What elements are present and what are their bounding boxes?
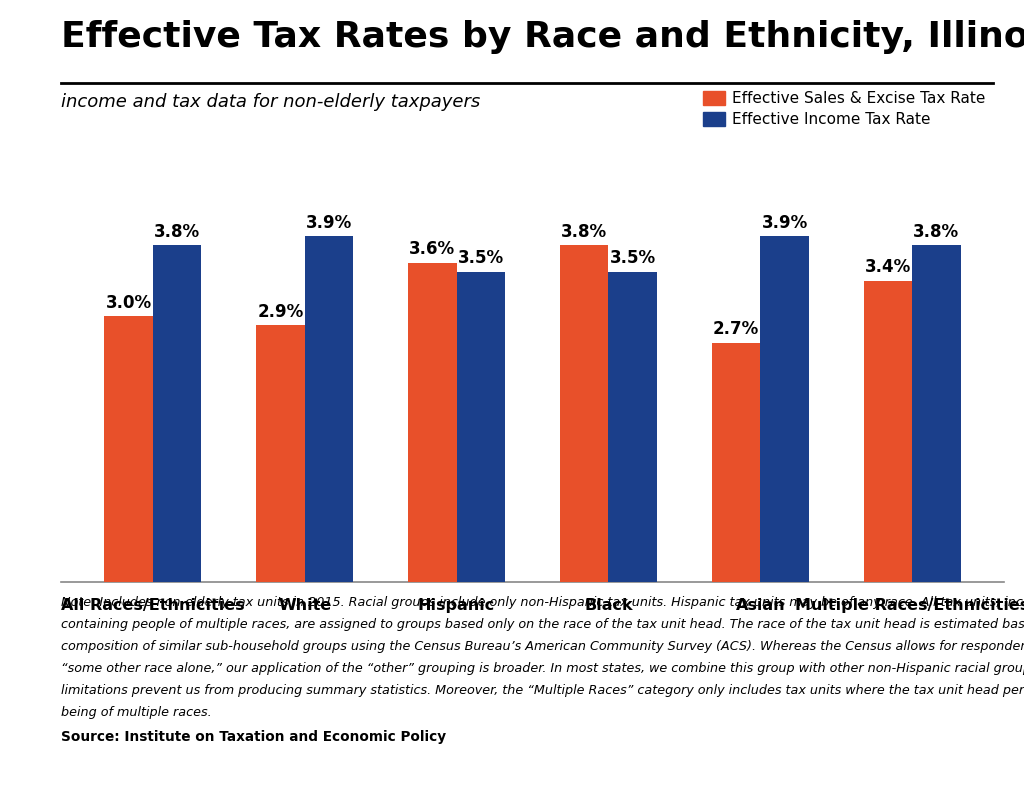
Text: composition of similar sub-household groups using the Census Bureau’s American C: composition of similar sub-household gro… xyxy=(61,640,1024,653)
Bar xyxy=(912,246,961,582)
Text: “some other race alone,” our application of the “other” grouping is broader. In : “some other race alone,” our application… xyxy=(61,662,1024,675)
Bar xyxy=(256,325,305,582)
Bar xyxy=(153,246,202,582)
Text: 3.9%: 3.9% xyxy=(762,214,808,232)
Text: Source: Institute on Taxation and Economic Policy: Source: Institute on Taxation and Econom… xyxy=(61,730,446,744)
Bar xyxy=(104,316,153,582)
Text: 3.8%: 3.8% xyxy=(913,223,959,241)
Bar xyxy=(712,343,760,582)
Text: 3.5%: 3.5% xyxy=(609,249,655,268)
Text: income and tax data for non-elderly taxpayers: income and tax data for non-elderly taxp… xyxy=(61,93,480,112)
Text: Note: Includes non-elderly tax units in 2015. Racial groups include only non-His: Note: Includes non-elderly tax units in … xyxy=(61,596,1024,608)
Bar xyxy=(560,246,608,582)
Text: containing people of multiple races, are assigned to groups based only on the ra: containing people of multiple races, are… xyxy=(61,618,1024,630)
Bar xyxy=(457,272,505,582)
Text: 3.4%: 3.4% xyxy=(864,258,911,276)
Text: 3.0%: 3.0% xyxy=(105,294,152,312)
Text: 3.8%: 3.8% xyxy=(561,223,607,241)
Text: Effective Tax Rates by Race and Ethnicity, Illinois: Effective Tax Rates by Race and Ethnicit… xyxy=(61,20,1024,54)
Bar xyxy=(760,236,809,582)
Text: 2.9%: 2.9% xyxy=(257,303,303,321)
Text: 3.9%: 3.9% xyxy=(306,214,352,232)
Text: 3.8%: 3.8% xyxy=(154,223,201,241)
Text: 3.6%: 3.6% xyxy=(410,241,456,258)
Bar xyxy=(408,263,457,582)
Legend: Effective Sales & Excise Tax Rate, Effective Income Tax Rate: Effective Sales & Excise Tax Rate, Effec… xyxy=(703,91,986,128)
Bar xyxy=(608,272,657,582)
Bar xyxy=(305,236,353,582)
Text: 3.5%: 3.5% xyxy=(458,249,504,268)
Text: limitations prevent us from producing summary statistics. Moreover, the “Multipl: limitations prevent us from producing su… xyxy=(61,684,1024,697)
Text: being of multiple races.: being of multiple races. xyxy=(61,706,212,719)
Text: 2.7%: 2.7% xyxy=(713,320,759,338)
Bar xyxy=(863,280,912,582)
